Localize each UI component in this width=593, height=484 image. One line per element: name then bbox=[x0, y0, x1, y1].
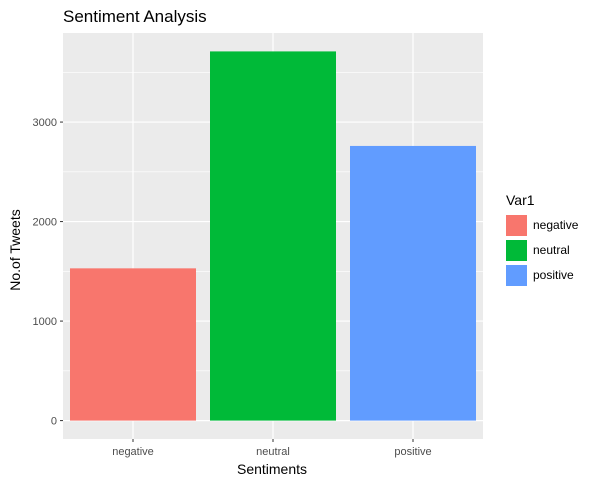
x-tick-label-0: negative bbox=[112, 446, 154, 458]
legend-title: Var1 bbox=[506, 192, 535, 208]
bar-negative bbox=[70, 268, 196, 421]
legend-swatch-negative bbox=[506, 214, 527, 236]
y-tick-label-0: 0 bbox=[51, 416, 57, 428]
legend: Var1 negative neutral positive bbox=[506, 192, 578, 287]
legend-label-negative: negative bbox=[533, 218, 579, 232]
legend-item-neutral: neutral bbox=[506, 238, 578, 262]
y-tick-label-3: 3000 bbox=[33, 117, 57, 129]
legend-swatch-positive bbox=[506, 264, 527, 286]
legend-label-positive: positive bbox=[533, 268, 574, 282]
y-tick-label-2: 2000 bbox=[33, 217, 57, 229]
legend-swatch-neutral bbox=[506, 239, 527, 261]
bar-layer bbox=[70, 51, 476, 421]
legend-label-neutral: neutral bbox=[533, 243, 570, 257]
y-axis-label: No.of Tweets bbox=[7, 209, 23, 291]
bar-neutral bbox=[210, 51, 336, 421]
x-tick-label-1: neutral bbox=[256, 446, 290, 458]
axis-layer: 0 1000 2000 3000 negative neutral positive bbox=[33, 117, 432, 458]
legend-item-positive: positive bbox=[506, 263, 578, 287]
x-axis-label: Sentiments bbox=[236, 461, 308, 477]
legend-item-negative: negative bbox=[506, 213, 578, 237]
chart-title: Sentiment Analysis bbox=[63, 7, 207, 26]
bar-positive bbox=[350, 145, 476, 421]
y-tick-label-1: 1000 bbox=[33, 316, 57, 328]
x-tick-label-2: positive bbox=[394, 446, 431, 458]
